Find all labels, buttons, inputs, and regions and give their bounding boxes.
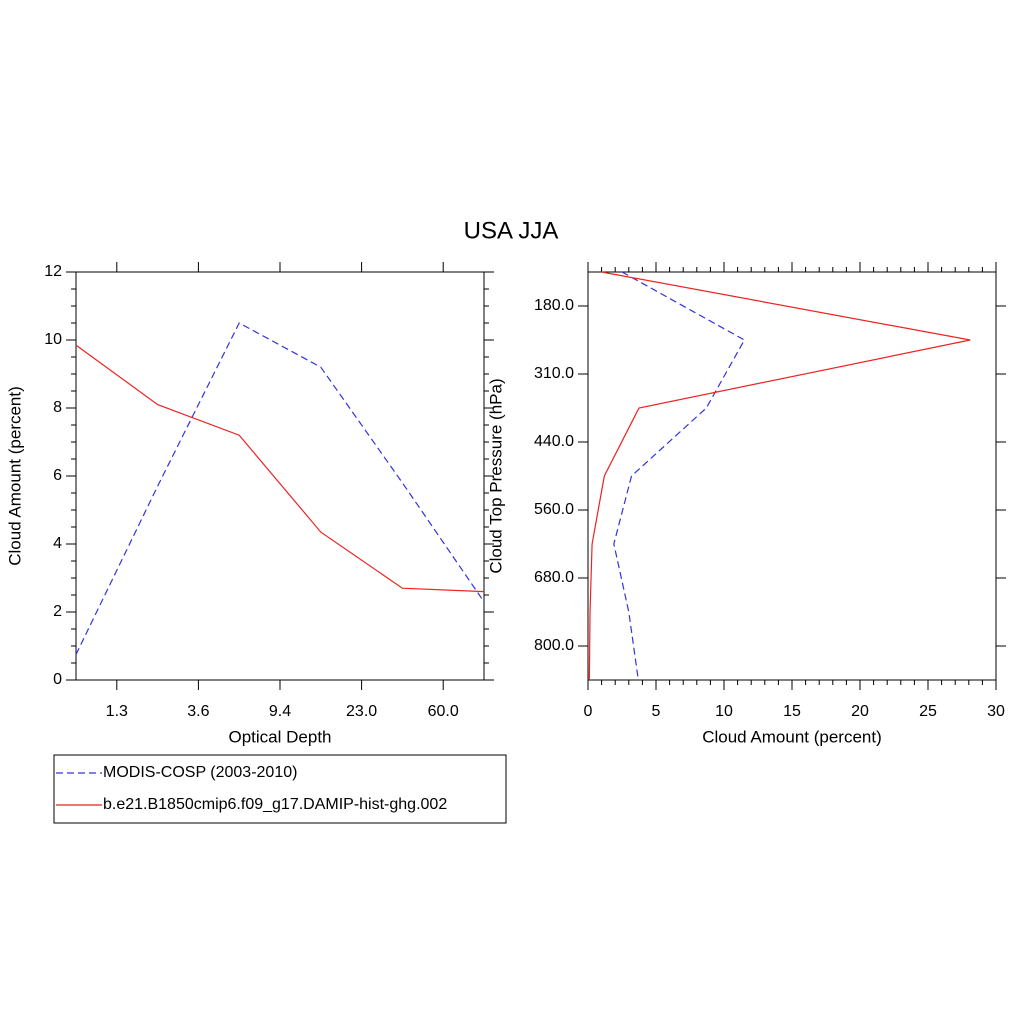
y-tick-label: 310.0 (534, 365, 574, 382)
series-line (75, 344, 485, 593)
x-tick-label: 23.0 (346, 703, 377, 720)
x-tick-label: 10 (715, 703, 733, 720)
y-tick-label: 6 (53, 467, 62, 484)
x-tick-label: 9.4 (269, 703, 291, 720)
series-line (588, 271, 971, 681)
y-tick-label: 10 (44, 331, 62, 348)
legend-label: b.e21.B1850cmip6.f09_g17.DAMIP-hist-ghg.… (103, 796, 447, 813)
y-tick-label: 0 (53, 671, 62, 688)
y-tick-label: 560.0 (534, 501, 574, 518)
legend-label: MODIS-COSP (2003-2010) (103, 764, 297, 781)
series-line (75, 322, 485, 655)
y-tick-label: 2 (53, 603, 62, 620)
y-tick-label: 8 (53, 399, 62, 416)
chart-title: USA JJA (464, 217, 559, 244)
x-tick-label: 25 (919, 703, 937, 720)
x-axis-label: Cloud Amount (percent) (702, 727, 882, 746)
y-tick-label: 440.0 (534, 433, 574, 450)
x-tick-label: 1.3 (106, 703, 128, 720)
x-tick-label: 15 (783, 703, 801, 720)
y-tick-label: 180.0 (534, 297, 574, 314)
y-tick-label: 4 (53, 535, 62, 552)
x-tick-label: 20 (851, 703, 869, 720)
series-line (613, 271, 746, 681)
x-axis-label: Optical Depth (229, 727, 332, 746)
x-tick-label: 30 (987, 703, 1005, 720)
x-tick-label: 60.0 (428, 703, 459, 720)
x-tick-label: 5 (652, 703, 661, 720)
legend-box (53, 754, 507, 824)
y-tick-label: 800.0 (534, 637, 574, 654)
x-tick-label: 0 (584, 703, 593, 720)
x-tick-label: 3.6 (187, 703, 209, 720)
y-axis-label: Cloud Amount (percent) (5, 386, 24, 566)
y-tick-label: 680.0 (534, 569, 574, 586)
y-tick-label: 12 (44, 263, 62, 280)
y-axis-label: Cloud Top Pressure (hPa) (486, 378, 505, 573)
